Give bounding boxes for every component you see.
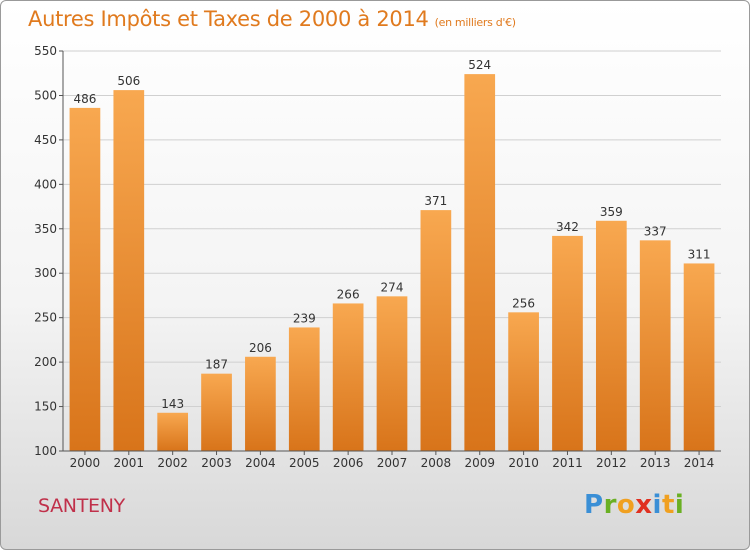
- bar-2014[interactable]: [683, 263, 715, 451]
- bar-2005[interactable]: [288, 327, 320, 451]
- logo-letter: r: [603, 490, 617, 520]
- bar-2004[interactable]: [245, 356, 276, 451]
- value-label-2010: 256: [512, 296, 535, 310]
- value-label-2003: 187: [205, 358, 228, 372]
- bar-2000[interactable]: [69, 107, 101, 451]
- x-tick-label-2007: 2007: [377, 456, 408, 470]
- chart-title: Autres Impôts et Taxes de 2000 à 2014 (en…: [28, 7, 516, 31]
- x-tick-label-2008: 2008: [421, 456, 452, 470]
- y-tick-label: 400: [34, 177, 57, 191]
- x-tick-label-2011: 2011: [552, 456, 583, 470]
- proxiti-logo[interactable]: Proxiti: [584, 490, 684, 520]
- x-tick-label-2001: 2001: [114, 456, 145, 470]
- y-tick-label: 250: [34, 311, 57, 325]
- x-tick-label-2000: 2000: [70, 456, 101, 470]
- y-tick-label: 350: [34, 222, 57, 236]
- value-label-2009: 524: [468, 58, 491, 72]
- logo-letter: P: [584, 490, 604, 520]
- bar-2009[interactable]: [464, 74, 496, 451]
- x-tick-label-2013: 2013: [640, 456, 671, 470]
- x-tick-label-2005: 2005: [289, 456, 320, 470]
- value-label-2005: 239: [293, 311, 316, 325]
- city-name: SANTENY: [38, 495, 125, 517]
- bar-2002[interactable]: [157, 412, 189, 451]
- bar-2001[interactable]: [113, 90, 145, 451]
- y-tick-label: 100: [34, 444, 57, 458]
- value-label-2007: 274: [381, 280, 404, 294]
- bar-2011[interactable]: [552, 235, 583, 451]
- value-label-2004: 206: [249, 341, 272, 355]
- value-label-2006: 266: [337, 287, 360, 301]
- x-tick-label-2010: 2010: [508, 456, 539, 470]
- value-label-2002: 143: [161, 397, 184, 411]
- bar-2006[interactable]: [332, 303, 364, 451]
- chart-unit: (en milliers d'€): [434, 16, 516, 29]
- x-tick-label-2004: 2004: [245, 456, 276, 470]
- logo-letter: o: [616, 490, 636, 520]
- bar-2008[interactable]: [420, 210, 452, 451]
- y-tick-label: 500: [34, 88, 57, 102]
- value-label-2011: 342: [556, 220, 579, 234]
- x-tick-label-2009: 2009: [464, 456, 495, 470]
- x-tick-label-2002: 2002: [157, 456, 188, 470]
- value-label-2008: 371: [424, 194, 447, 208]
- y-tick-label: 300: [34, 266, 57, 280]
- logo-letter: t: [661, 490, 675, 520]
- x-tick-label-2012: 2012: [596, 456, 627, 470]
- bar-2010[interactable]: [508, 312, 539, 451]
- y-tick-label: 150: [34, 400, 57, 414]
- chart-title-text: Autres Impôts et Taxes de 2000 à 2014: [28, 7, 429, 31]
- bar-2003[interactable]: [201, 373, 232, 451]
- x-tick-label-2003: 2003: [201, 456, 232, 470]
- logo-letter: i: [674, 490, 685, 520]
- x-tick-label-2006: 2006: [333, 456, 364, 470]
- logo-letter: i: [652, 490, 662, 520]
- value-label-2001: 506: [117, 74, 140, 88]
- y-tick-label: 450: [34, 133, 57, 147]
- y-tick-label: 550: [34, 44, 57, 58]
- value-label-2013: 337: [644, 224, 667, 238]
- x-tick-label-2014: 2014: [684, 456, 715, 470]
- y-tick-label: 200: [34, 355, 57, 369]
- value-label-2012: 359: [600, 205, 623, 219]
- bar-2007[interactable]: [376, 296, 408, 451]
- bar-2012[interactable]: [595, 220, 627, 451]
- logo-letter: x: [635, 490, 653, 520]
- value-label-2000: 486: [73, 92, 96, 106]
- value-label-2014: 311: [688, 247, 711, 261]
- bar-2013[interactable]: [639, 240, 671, 451]
